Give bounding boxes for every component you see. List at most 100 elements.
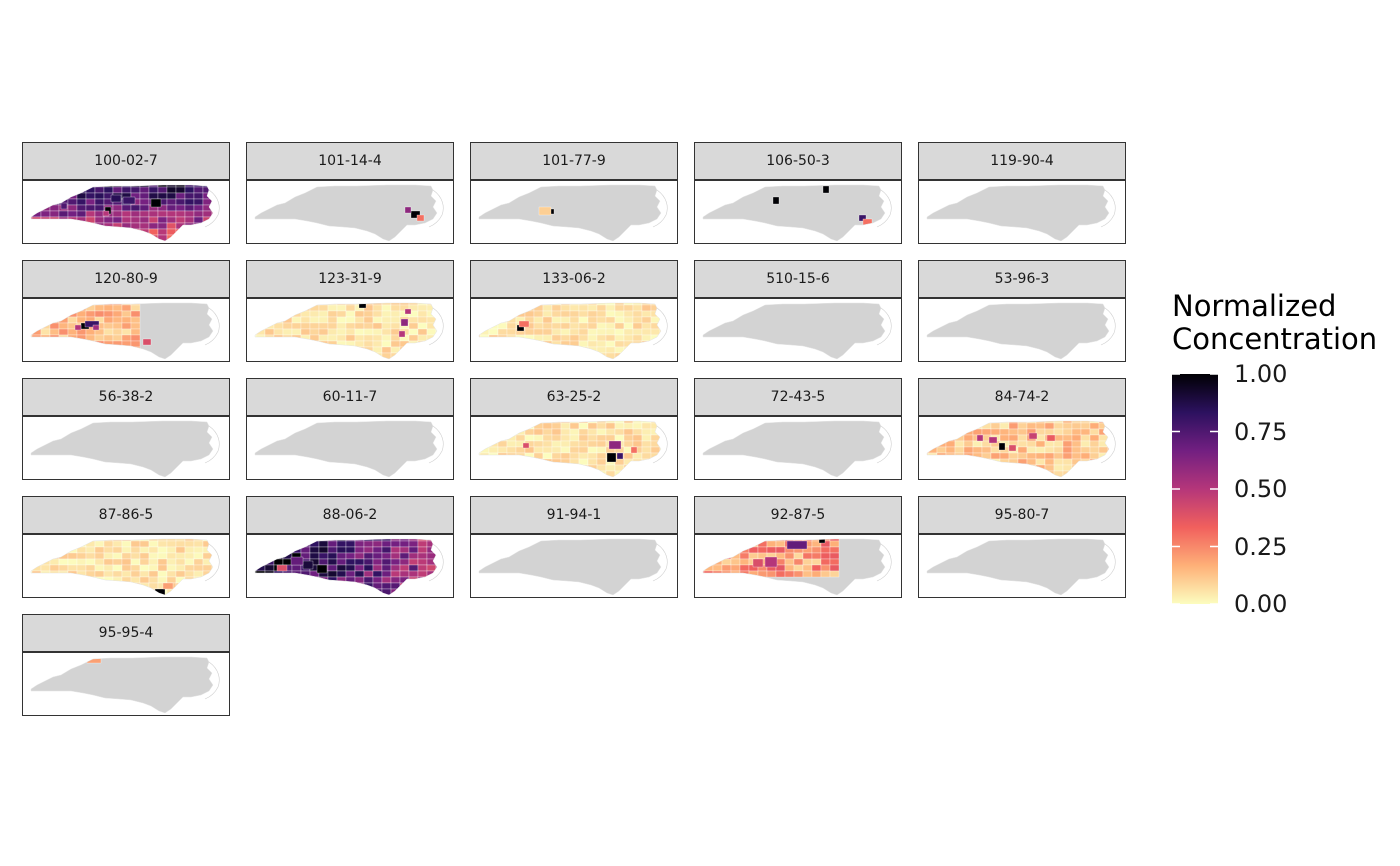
county-tile — [40, 234, 51, 241]
county-tile — [578, 422, 589, 430]
county-tile — [282, 558, 293, 566]
county-tile — [488, 334, 499, 342]
county-hotspot — [290, 556, 304, 566]
county-tile — [130, 304, 141, 312]
county-tile — [49, 310, 60, 318]
county-tile — [363, 352, 374, 359]
outer-banks-line — [876, 543, 892, 582]
county-tile — [551, 328, 562, 336]
colorbar-tick-label: 0.50 — [1234, 475, 1288, 503]
county-tile — [318, 334, 329, 342]
county-tile — [31, 303, 33, 306]
county-tile — [632, 328, 643, 336]
county-tile — [327, 310, 338, 318]
county-tile — [954, 458, 965, 466]
county-tile — [587, 304, 598, 312]
county-tile — [49, 582, 60, 590]
county-tile — [103, 346, 114, 354]
county-tile — [327, 346, 338, 354]
county-tile — [999, 476, 1010, 477]
county-tile — [945, 458, 956, 466]
county-tile — [291, 358, 302, 359]
county-tile — [67, 303, 78, 306]
county-tile — [632, 434, 643, 442]
county-tile — [148, 240, 159, 241]
county-tile — [67, 588, 78, 595]
county-tile — [318, 582, 329, 590]
county-tile — [488, 352, 499, 359]
county-tile — [569, 470, 580, 477]
state-outline — [703, 421, 885, 477]
county-tile — [1080, 434, 1091, 442]
county-tile — [560, 428, 571, 436]
county-tile — [802, 564, 813, 572]
county-tile — [255, 539, 266, 542]
county-tile — [945, 422, 956, 430]
county-tile — [58, 304, 69, 312]
county-tile — [748, 539, 759, 542]
county-tile — [309, 539, 320, 542]
county-tile — [67, 540, 78, 548]
county-tile — [445, 541, 453, 547]
county-tile — [1107, 470, 1109, 477]
county-tile — [336, 316, 347, 324]
county-tile — [614, 334, 625, 342]
county-tile — [49, 303, 60, 306]
county-tile — [130, 588, 141, 595]
county-tile — [49, 216, 60, 224]
county-tile — [820, 546, 831, 554]
county-tile — [221, 193, 229, 199]
county-tile — [221, 559, 229, 565]
county-tile — [399, 358, 410, 359]
county-tile — [193, 240, 204, 241]
county-tile — [363, 539, 374, 542]
county-tile — [587, 334, 598, 342]
county-tile — [551, 358, 562, 359]
county-tile — [363, 558, 374, 566]
county-tile — [282, 582, 293, 590]
county-tile — [981, 428, 992, 436]
county-tile — [327, 594, 338, 595]
county-tile — [551, 352, 562, 359]
county-tile — [291, 304, 302, 312]
county-tile — [31, 234, 33, 241]
county-tile — [282, 304, 293, 312]
county-tile — [587, 434, 598, 442]
county-tile — [175, 564, 186, 572]
facet-strip-label: 101-14-4 — [246, 142, 454, 180]
county-tile — [669, 423, 677, 429]
county-tile — [121, 346, 132, 354]
county-tile — [112, 234, 123, 241]
county-tile — [641, 476, 652, 477]
county-hotspot — [1046, 434, 1056, 442]
county-tile — [596, 440, 607, 448]
state-border — [254, 420, 438, 478]
county-tile — [58, 322, 69, 330]
outer-banks-line — [652, 543, 668, 582]
county-tile — [1026, 440, 1037, 448]
county-tile — [327, 358, 338, 359]
county-tile — [49, 304, 60, 312]
state-border — [478, 420, 662, 478]
county-tile — [221, 205, 229, 211]
county-tile — [669, 465, 677, 471]
county-tile — [40, 570, 51, 578]
county-tile — [372, 540, 383, 548]
county-tile — [1026, 476, 1037, 477]
county-tile — [515, 340, 526, 348]
county-tile — [632, 304, 643, 312]
county-tile — [175, 240, 186, 241]
county-tile — [1044, 464, 1055, 472]
county-tile — [479, 346, 481, 354]
county-tile — [569, 334, 580, 342]
county-tile — [569, 316, 580, 324]
county-tile — [435, 340, 437, 348]
county-tile — [31, 216, 33, 224]
county-tile — [40, 222, 51, 230]
county-tile — [1098, 476, 1109, 477]
county-tile — [587, 322, 598, 330]
county-tile — [614, 434, 625, 442]
county-tile — [148, 234, 159, 241]
county-tile — [255, 576, 257, 584]
county-tile — [408, 582, 419, 590]
